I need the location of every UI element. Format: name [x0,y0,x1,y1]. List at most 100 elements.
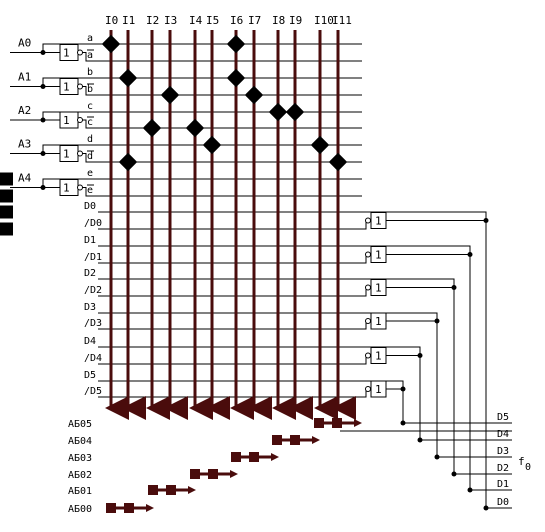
inverter-bubble [77,83,83,90]
inverter-bubble [77,184,83,191]
output-group-label: АБ00 [68,504,92,515]
true-line [362,312,438,457]
row-label: d [87,151,93,162]
bus-arrowhead [354,419,362,427]
row-label: D1 [84,235,96,246]
row-label: /D4 [84,353,102,364]
or-bubble [365,251,371,258]
row-label: D3 [84,302,96,313]
output-junction [417,437,423,443]
or-gate-label: 1 [375,282,382,295]
inverter-label: 1 [63,148,70,161]
direct-wire [42,178,98,188]
gate-junction [467,252,473,257]
true-line [362,211,487,508]
row-label: /D0 [84,218,102,229]
bus-block [332,418,342,428]
row-label: D5 [84,370,96,381]
bus-block [106,503,116,513]
gate-junction [434,318,440,324]
or-gate-label: 1 [375,350,382,363]
true-line [362,245,471,490]
direct-wire [42,43,98,53]
bus-block [231,452,241,462]
connection-node [0,222,13,236]
direct-wire [42,144,98,154]
connection-node [202,135,222,155]
connection-node [0,205,13,219]
column-label: I3 [164,14,177,27]
row-label: D2 [84,268,96,279]
inverted-wire [82,119,98,129]
column-label: I7 [248,14,261,27]
output-line-label: D1 [497,479,509,490]
gate-input [362,220,367,230]
row-label: d [87,134,93,145]
output-junction [451,471,457,477]
bus-block [249,452,259,462]
output-group-label: АБ03 [68,453,92,464]
input-label: A3 [18,138,31,151]
connection-node [244,85,264,105]
connection-node [142,118,162,138]
bus-arrowhead [312,436,320,444]
gate-input [362,389,367,398]
output-group-label: АБ01 [68,486,92,497]
output-line-label: D5 [497,412,509,423]
inverted-wire [82,187,98,197]
connection-node [310,135,330,155]
inverted-wire [82,153,98,163]
or-gate-label: 1 [375,215,382,228]
row-label: /D3 [84,318,102,329]
bus-block [190,469,200,479]
input-label: A2 [18,104,31,117]
inverted-wire [82,86,98,96]
connection-node [285,102,305,122]
row-label: e [87,168,93,179]
inverter-bubble [77,49,83,56]
column-label: I5 [206,14,219,27]
row-label: c [87,101,93,112]
output-junction [483,505,489,511]
column-label: I4 [189,14,203,27]
connection-node [118,152,138,172]
output-junction [400,420,406,426]
output-group-label: АБ04 [68,436,92,447]
output-line-label: D0 [497,497,509,508]
connection-node [185,118,205,138]
inverter-label: 1 [63,182,70,195]
column-label: I8 [272,14,285,27]
connection-node [0,172,13,186]
bus-block [290,435,300,445]
connection-node [118,68,138,88]
output-section: АБ05 АБ04 АБ03 АБ02 АБ01 АБ00 D5 D4 D3 D2 D1 D0 f 0 [68,412,531,515]
column-label: I1 [122,14,135,27]
output-function-label: f [518,455,525,468]
gate-junction [483,218,489,223]
bus-arrowhead [271,453,279,461]
output-line-label: D4 [497,429,509,440]
input-label: A4 [18,172,32,185]
row-label: b [87,84,93,95]
bus-block [166,485,176,495]
direct-wire [42,111,98,120]
direct-wire [42,77,98,87]
bus-block [124,503,134,513]
connection-node [328,152,348,172]
or-bubble [365,352,371,359]
column-label: I10 [314,14,334,27]
input-label: A1 [18,71,31,84]
inverter-label: 1 [63,47,70,60]
or-gate-label: 1 [375,249,382,262]
or-bubble [365,217,371,224]
row-label: D0 [84,201,96,212]
bus-arrowhead [188,486,196,494]
inverter-bubble [77,117,83,123]
column-label: I11 [332,14,352,27]
row-label: e [87,185,93,196]
output-function-subscript: 0 [525,462,531,473]
row-label: /D1 [84,252,102,263]
